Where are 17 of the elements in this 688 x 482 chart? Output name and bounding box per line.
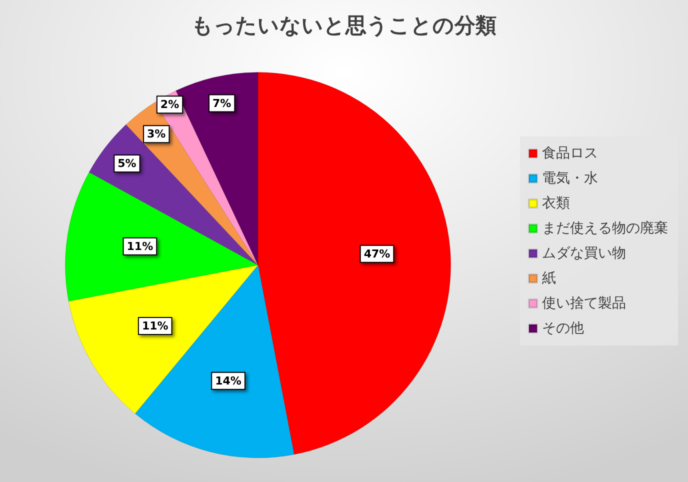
legend-label: その他 xyxy=(542,320,584,336)
legend-label: 使い捨て製品 xyxy=(542,296,626,312)
legend-label: まだ使える物の廃棄 xyxy=(542,220,668,236)
data-label: 47% xyxy=(364,247,390,260)
legend-label: 衣類 xyxy=(542,196,570,212)
data-label: 2% xyxy=(160,98,180,112)
data-label: 3% xyxy=(147,128,166,141)
legend-label: 紙 xyxy=(542,270,556,286)
legend-label: 電気・水 xyxy=(542,170,598,186)
legend-label: ムダな買い物 xyxy=(542,246,626,262)
data-label: 5% xyxy=(118,156,136,170)
legend-label: 食品ロス xyxy=(542,146,598,162)
data-label: 7% xyxy=(212,96,232,110)
data-label: 14% xyxy=(215,374,242,388)
data-label: 11% xyxy=(142,319,168,332)
chart-title: もったいないと思うことの分類 xyxy=(192,14,496,38)
data-label: 11% xyxy=(126,240,154,253)
